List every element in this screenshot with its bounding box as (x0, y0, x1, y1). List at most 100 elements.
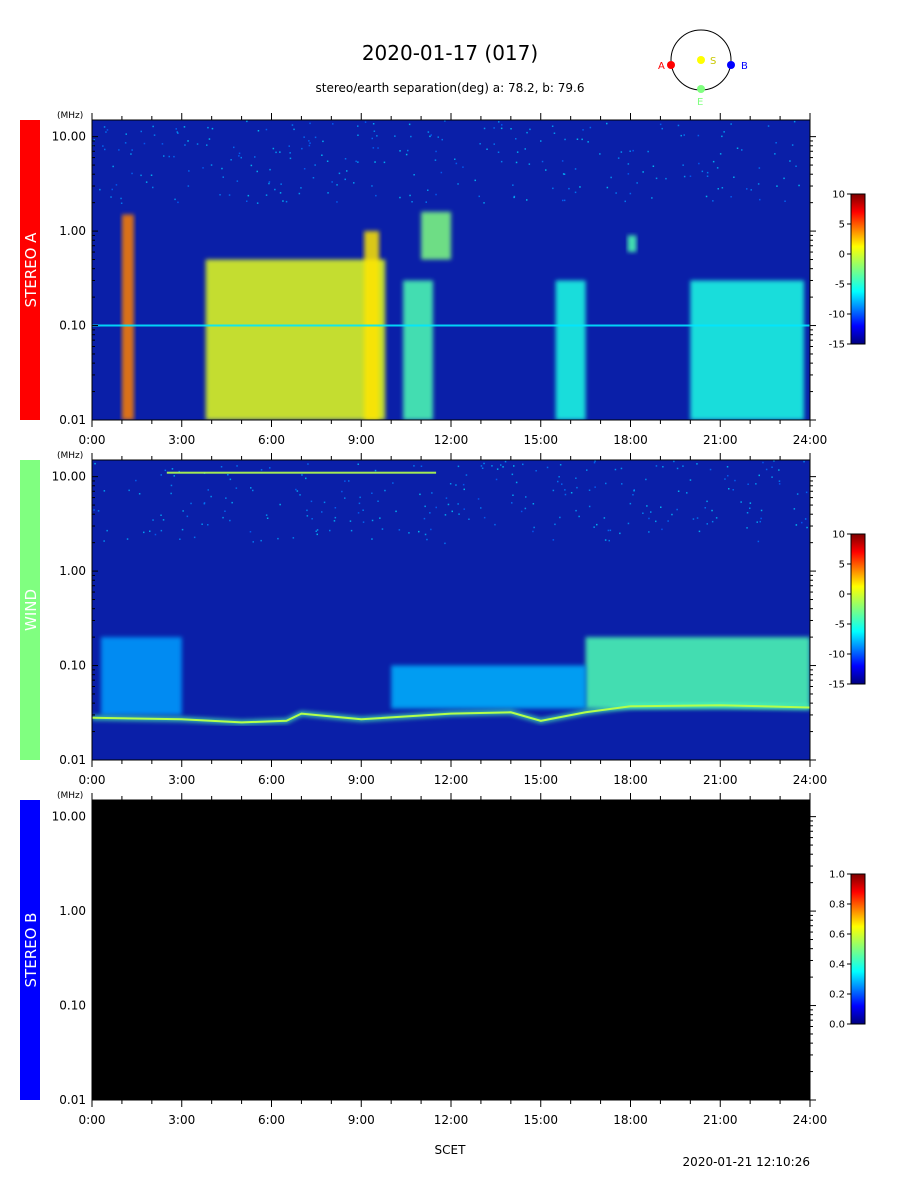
noise-speck (704, 507, 706, 509)
noise-speck (458, 513, 460, 515)
noise-speck (399, 196, 401, 199)
noise-speck (238, 152, 241, 155)
noise-speck (291, 124, 294, 126)
noise-speck (749, 502, 752, 504)
noise-speck (632, 149, 634, 152)
noise-speck (256, 170, 258, 173)
noise-speck (305, 477, 307, 480)
noise-speck (776, 185, 778, 187)
noise-speck (314, 164, 316, 166)
x-tick-label: 9:00 (348, 433, 375, 447)
noise-speck (540, 140, 542, 142)
noise-speck (229, 478, 232, 481)
noise-speck (655, 465, 658, 467)
noise-speck (574, 191, 577, 194)
noise-speck (357, 134, 359, 136)
noise-speck (227, 474, 229, 476)
noise-speck (615, 192, 617, 194)
noise-speck (371, 519, 374, 522)
noise-speck (431, 492, 433, 494)
noise-speck (723, 131, 725, 133)
spectral-feature (627, 235, 637, 252)
noise-speck (173, 155, 175, 158)
y-tick-label: 0.01 (59, 1093, 86, 1107)
noise-speck (372, 147, 375, 149)
noise-speck (310, 500, 313, 503)
noise-speck (395, 510, 397, 513)
noise-speck (301, 474, 303, 476)
noise-speck (798, 184, 800, 187)
noise-speck (524, 148, 526, 150)
noise-speck (170, 492, 172, 495)
x-tick-label: 6:00 (258, 433, 285, 447)
noise-speck (423, 517, 426, 520)
noise-speck (268, 181, 271, 183)
noise-speck (150, 174, 153, 176)
noise-speck (383, 161, 386, 164)
noise-speck (532, 530, 534, 533)
noise-speck (576, 138, 579, 140)
frequency-band (92, 324, 810, 327)
noise-speck (394, 135, 396, 137)
noise-speck (757, 183, 760, 185)
noise-speck (771, 466, 773, 468)
noise-speck (775, 142, 777, 144)
noise-speck (706, 500, 708, 503)
orbit-marker-s (697, 56, 705, 64)
y-tick-label: 0.10 (59, 999, 86, 1013)
noise-speck (483, 127, 486, 130)
y-tick-label: 1.00 (59, 904, 86, 918)
noise-speck (563, 199, 566, 202)
noise-speck (277, 537, 279, 540)
x-tick-label: 3:00 (168, 1113, 195, 1127)
noise-speck (463, 488, 465, 491)
noise-speck (413, 174, 415, 176)
x-tick-label: 15:00 (523, 1113, 558, 1127)
noise-speck (307, 463, 309, 465)
noise-speck (279, 151, 281, 153)
noise-speck (160, 514, 162, 516)
colorbar-tick-label: 0.4 (829, 960, 845, 971)
noise-speck (184, 144, 186, 146)
plasma-line (92, 704, 810, 724)
noise-speck (207, 126, 209, 129)
noise-speck (724, 478, 726, 480)
noise-speck (299, 494, 301, 496)
noise-speck (97, 510, 100, 512)
noise-speck (357, 125, 359, 127)
noise-speck (420, 465, 423, 467)
noise-speck (162, 519, 165, 521)
noise-speck (392, 482, 394, 484)
noise-speck (457, 503, 459, 505)
noise-speck (230, 159, 232, 161)
noise-speck (364, 121, 367, 123)
noise-speck (559, 464, 562, 466)
noise-speck (429, 512, 431, 514)
x-tick-label: 9:00 (348, 773, 375, 787)
noise-speck (455, 162, 458, 165)
noise-speck (513, 465, 515, 467)
noise-speck (444, 542, 446, 545)
noise-speck (174, 198, 176, 201)
noise-speck (210, 495, 212, 498)
noise-speck (757, 540, 760, 543)
orbit-diagram: A S B E (658, 29, 748, 108)
spectral-feature (585, 637, 810, 709)
orbit-label-b: B (741, 61, 748, 72)
noise-speck (338, 172, 341, 175)
noise-speck (570, 492, 573, 494)
noise-speck (128, 489, 130, 492)
noise-speck (747, 483, 749, 485)
noise-speck (765, 468, 768, 471)
noise-speck (282, 200, 284, 202)
noise-speck (341, 490, 343, 493)
noise-speck (265, 128, 268, 131)
noise-speck (309, 142, 311, 144)
noise-speck (581, 138, 583, 141)
orbit-marker-a (667, 61, 675, 69)
noise-speck (758, 474, 760, 477)
noise-speck (795, 165, 797, 167)
noise-speck (629, 150, 631, 152)
noise-speck (759, 520, 761, 523)
